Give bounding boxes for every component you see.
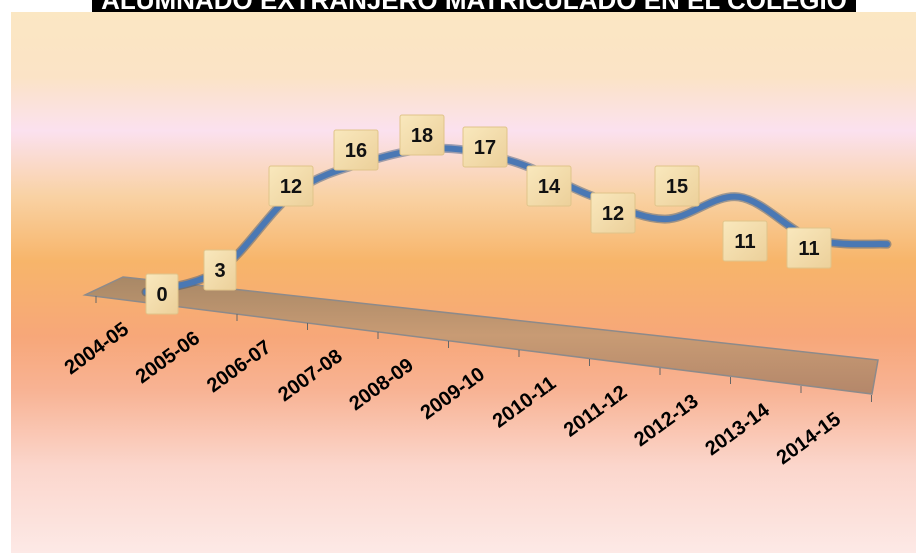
x-tick-label: 2014-15 <box>773 408 845 469</box>
x-tick-label: 2011-12 <box>560 381 631 441</box>
data-label-text: 15 <box>666 176 688 198</box>
data-label-text: 12 <box>602 203 624 225</box>
x-tick-label: 2009-10 <box>417 363 489 424</box>
data-label-box <box>462 126 508 168</box>
x-tick-label: 2004-05 <box>61 318 133 379</box>
data-label: 18 <box>399 114 445 156</box>
data-label: 15 <box>654 165 700 207</box>
data-label-text: 14 <box>538 176 561 198</box>
x-tick-label: 2005-06 <box>132 327 204 388</box>
x-tick-label: 2007-08 <box>274 345 346 406</box>
data-label: 11 <box>722 220 768 262</box>
chart-title: ALUMNADO EXTRANJERO MATRICULADO EN EL CO… <box>92 0 856 12</box>
data-label-box <box>654 165 700 207</box>
data-label: 12 <box>268 165 314 207</box>
x-tick-label: 2012-13 <box>630 390 702 451</box>
data-label-box <box>399 114 445 156</box>
data-label-box <box>268 165 314 207</box>
data-label-box <box>722 220 768 262</box>
x-tick-label: 2008-09 <box>345 354 417 415</box>
data-label: 12 <box>590 192 636 234</box>
series-line-shadow <box>141 143 892 297</box>
data-label-text: 16 <box>345 140 367 162</box>
data-label: 16 <box>333 129 379 171</box>
data-label-text: 0 <box>156 284 167 306</box>
x-tick-label: 2006-07 <box>203 336 275 397</box>
data-label: 11 <box>786 227 832 269</box>
data-label-text: 3 <box>214 260 225 282</box>
data-label-box <box>526 165 572 207</box>
floor-band <box>82 276 879 395</box>
data-label: 3 <box>203 249 237 291</box>
data-label-text: 12 <box>280 176 302 198</box>
data-label: 0 <box>145 273 179 315</box>
data-label-text: 18 <box>411 125 433 147</box>
data-label: 17 <box>462 126 508 168</box>
chart-title-bar: ALUMNADO EXTRANJERO MATRICULADO EN EL CO… <box>92 0 856 12</box>
data-label-box <box>145 273 179 315</box>
x-tick-label: 2013-14 <box>701 399 774 460</box>
data-label-text: 11 <box>798 238 819 260</box>
series-line <box>143 145 890 295</box>
data-label-text: 17 <box>474 137 496 159</box>
data-label-box <box>590 192 636 234</box>
data-label: 14 <box>526 165 572 207</box>
data-label-box <box>203 249 237 291</box>
data-label-box <box>333 129 379 171</box>
data-label-box <box>786 227 832 269</box>
data-label-text: 11 <box>734 231 755 253</box>
x-tick-label: 2010-11 <box>489 372 560 432</box>
